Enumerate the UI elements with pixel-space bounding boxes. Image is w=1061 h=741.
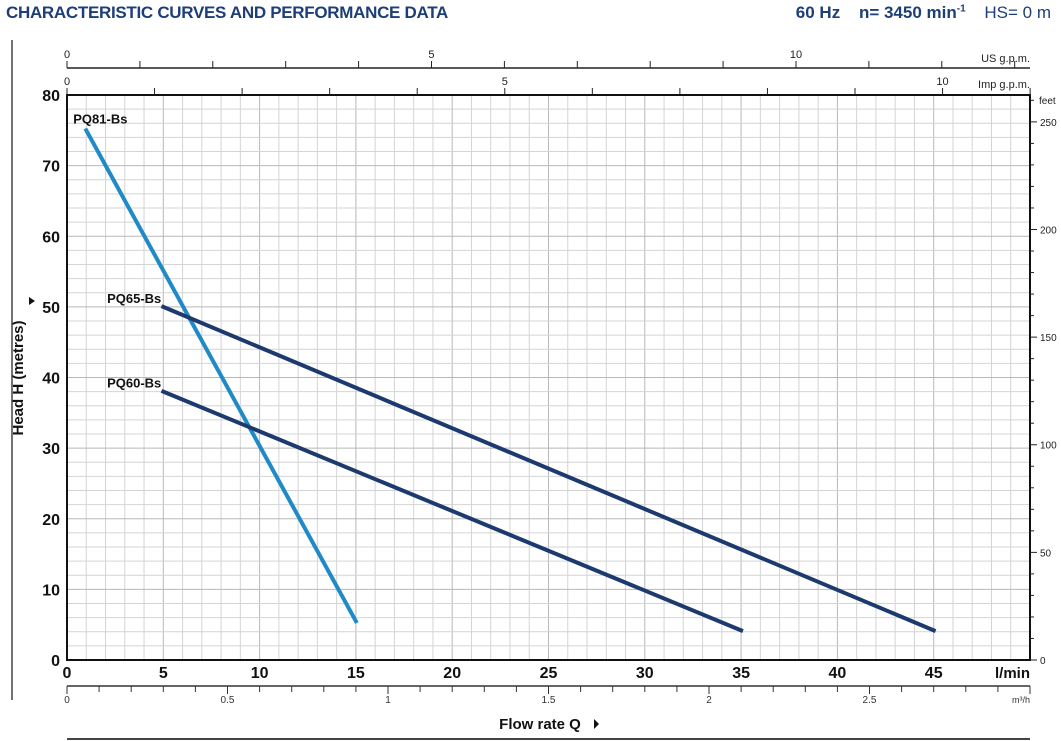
- x-tick-label: 5: [159, 665, 168, 682]
- y-tick-label: 40: [42, 371, 60, 388]
- x-unit-label: l/min: [995, 665, 1030, 682]
- y-axis-arrow-icon: [29, 297, 35, 305]
- feet-tick-label: 0: [1040, 656, 1046, 667]
- m3h-tick-label: 2.5: [863, 695, 877, 706]
- y-tick-label: 0: [51, 653, 60, 670]
- chart-title: CHARACTERISTIC CURVES AND PERFORMANCE DA…: [6, 3, 449, 22]
- y-tick-label: 80: [42, 88, 60, 105]
- series-line-PQ81-Bs: [83, 127, 359, 624]
- x-tick-label: 30: [636, 665, 654, 682]
- series-label: PQ60-Bs: [107, 376, 161, 391]
- y-axis-title: Head H (metres): [10, 320, 27, 435]
- y-tick-label: 60: [42, 229, 60, 246]
- us-gpm-tick-label: 0: [64, 49, 70, 61]
- feet-tick-label: 150: [1040, 333, 1057, 344]
- series-line-PQ60-Bs: [160, 389, 744, 633]
- x-tick-label: 40: [829, 665, 847, 682]
- imp-gpm-tick-label: 10: [936, 76, 948, 88]
- y-tick-label: 30: [42, 441, 60, 458]
- imp-gpm-unit-label: Imp g.p.m.: [978, 79, 1030, 91]
- y-tick-label: 70: [42, 159, 60, 176]
- imp-gpm-tick-label: 0: [64, 76, 70, 88]
- x-tick-label: 10: [251, 665, 269, 682]
- m3h-tick-label: 1: [385, 695, 391, 706]
- x-tick-label: 35: [732, 665, 750, 682]
- us-gpm-tick-label: 5: [428, 49, 434, 61]
- chart-header: CHARACTERISTIC CURVES AND PERFORMANCE DA…: [0, 0, 1061, 26]
- x-tick-label: 20: [443, 665, 461, 682]
- plot-frame: [66, 94, 1031, 661]
- feet-tick-label: 250: [1040, 118, 1057, 129]
- x-axis-title: Flow rate Q: [499, 716, 581, 733]
- operating-conditions: 60 Hz n= 3450 min-1 HS= 0 m: [782, 3, 1051, 23]
- y-tick-label: 10: [42, 582, 60, 599]
- feet-unit-label: feet: [1039, 96, 1056, 107]
- m3h-unit-label: m³/h: [1012, 695, 1030, 705]
- us-gpm-tick-label: 10: [790, 49, 802, 61]
- m3h-tick-label: 0.5: [221, 695, 235, 706]
- feet-tick-label: 50: [1040, 548, 1052, 559]
- us-gpm-unit-label: US g.p.m.: [981, 53, 1030, 65]
- x-axis-arrow-icon: [594, 719, 599, 729]
- frequency: 60 Hz: [795, 3, 841, 22]
- m3h-tick-label: 0: [64, 695, 70, 706]
- x-tick-label: 0: [63, 665, 72, 682]
- y-tick-label: 50: [42, 300, 60, 317]
- m3h-tick-label: 1.5: [542, 695, 556, 706]
- series-line-PQ65-Bs: [160, 304, 937, 633]
- x-tick-label: 45: [925, 665, 943, 682]
- series-label: PQ65-Bs: [107, 291, 161, 306]
- m3h-tick-label: 2: [706, 695, 712, 706]
- x-tick-label: 15: [347, 665, 365, 682]
- speed: n= 3450 min-1: [858, 3, 966, 22]
- feet-tick-label: 200: [1040, 225, 1057, 236]
- series-label: PQ81-Bs: [73, 111, 127, 126]
- y-tick-label: 20: [42, 512, 60, 529]
- imp-gpm-tick-label: 5: [502, 76, 508, 88]
- feet-tick-label: 100: [1040, 441, 1057, 452]
- x-tick-label: 25: [540, 665, 558, 682]
- suction-height: HS= 0 m: [984, 3, 1051, 22]
